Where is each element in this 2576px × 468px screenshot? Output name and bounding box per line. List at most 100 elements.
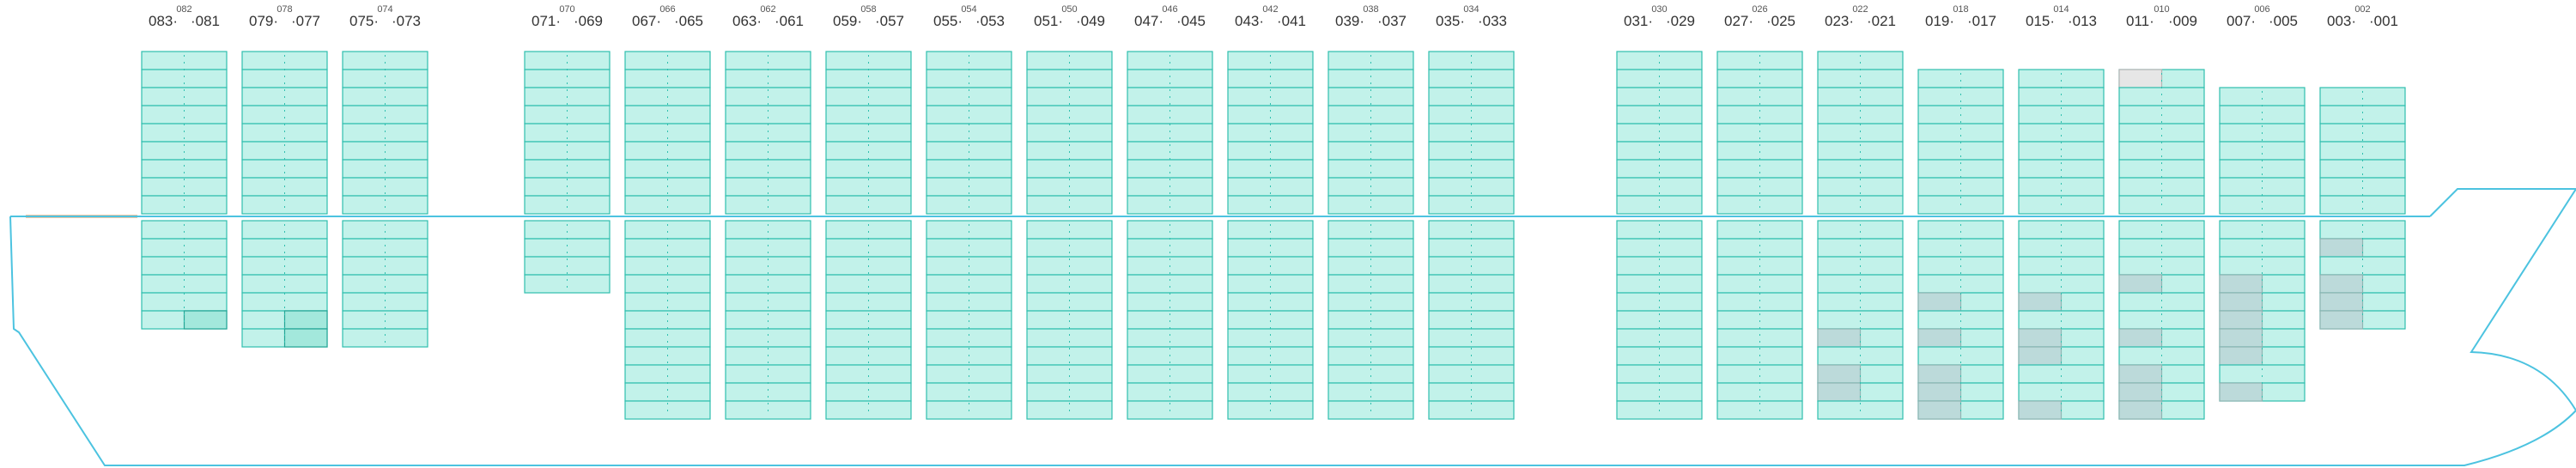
container-slot[interactable] — [2319, 195, 2406, 215]
container-slot[interactable] — [2018, 69, 2105, 88]
container-slot[interactable] — [825, 382, 912, 402]
container-slot[interactable] — [725, 159, 811, 179]
container-slot[interactable] — [2018, 87, 2105, 106]
container-slot[interactable] — [2319, 141, 2406, 161]
container-slot[interactable] — [1716, 238, 1803, 258]
container-slot[interactable] — [725, 195, 811, 215]
container-slot[interactable] — [926, 328, 1012, 348]
container-slot[interactable] — [1327, 364, 1414, 384]
container-slot[interactable] — [2219, 195, 2306, 215]
container-slot[interactable] — [342, 51, 428, 70]
container-slot[interactable] — [524, 238, 611, 258]
container-slot[interactable] — [141, 69, 228, 88]
container-slot[interactable] — [1616, 51, 1703, 70]
container-slot[interactable] — [1026, 382, 1113, 402]
container-slot[interactable] — [1127, 220, 1213, 240]
container-slot[interactable] — [1327, 195, 1414, 215]
container-slot[interactable] — [926, 274, 1012, 294]
container-slot[interactable] — [241, 159, 328, 179]
occupied-slot[interactable] — [1917, 328, 1962, 348]
container-slot[interactable] — [1917, 220, 2004, 240]
container-slot[interactable] — [1616, 69, 1703, 88]
container-slot[interactable] — [1716, 51, 1803, 70]
container-slot[interactable] — [241, 51, 328, 70]
occupied-slot[interactable] — [2018, 292, 2063, 312]
container-slot[interactable] — [725, 364, 811, 384]
container-slot[interactable] — [1327, 69, 1414, 88]
container-slot[interactable] — [1127, 328, 1213, 348]
container-slot[interactable] — [1227, 274, 1314, 294]
container-slot[interactable] — [342, 69, 428, 88]
container-slot[interactable] — [2018, 274, 2105, 294]
occupied-slot[interactable] — [2018, 400, 2063, 420]
container-slot[interactable] — [1327, 159, 1414, 179]
container-slot[interactable] — [624, 195, 711, 215]
container-slot[interactable] — [1127, 69, 1213, 88]
container-slot[interactable] — [624, 382, 711, 402]
container-slot[interactable] — [825, 51, 912, 70]
container-slot[interactable] — [141, 220, 228, 240]
container-slot[interactable] — [342, 274, 428, 294]
container-slot[interactable] — [1026, 328, 1113, 348]
container-slot[interactable] — [1428, 195, 1515, 215]
container-slot[interactable] — [825, 274, 912, 294]
container-slot[interactable] — [1327, 238, 1414, 258]
container-slot[interactable] — [1327, 105, 1414, 125]
container-slot[interactable] — [926, 51, 1012, 70]
occupied-slot[interactable] — [2219, 310, 2263, 330]
container-slot[interactable] — [1616, 328, 1703, 348]
container-slot[interactable] — [1127, 195, 1213, 215]
occupied-slot[interactable] — [2319, 274, 2364, 294]
container-slot[interactable] — [1716, 274, 1803, 294]
container-slot[interactable] — [1327, 328, 1414, 348]
container-slot[interactable] — [725, 274, 811, 294]
container-slot[interactable] — [1716, 382, 1803, 402]
container-slot[interactable] — [624, 364, 711, 384]
container-slot[interactable] — [2219, 364, 2306, 384]
container-slot[interactable] — [1616, 220, 1703, 240]
container-slot[interactable] — [141, 51, 228, 70]
occupied-slot[interactable] — [2118, 69, 2163, 88]
container-slot[interactable] — [1227, 159, 1314, 179]
occupied-slot[interactable] — [283, 310, 328, 330]
container-slot[interactable] — [342, 195, 428, 215]
occupied-slot[interactable] — [2219, 346, 2263, 366]
container-slot[interactable] — [1327, 274, 1414, 294]
container-slot[interactable] — [241, 238, 328, 258]
container-slot[interactable] — [2018, 220, 2105, 240]
container-slot[interactable] — [241, 274, 328, 294]
container-slot[interactable] — [825, 105, 912, 125]
container-slot[interactable] — [2219, 105, 2306, 125]
container-slot[interactable] — [825, 195, 912, 215]
container-slot[interactable] — [926, 69, 1012, 88]
occupied-slot[interactable] — [1917, 292, 1962, 312]
container-slot[interactable] — [2018, 123, 2105, 143]
container-slot[interactable] — [2118, 220, 2205, 240]
container-slot[interactable] — [1026, 51, 1113, 70]
container-slot[interactable] — [825, 238, 912, 258]
occupied-slot[interactable] — [2219, 274, 2263, 294]
container-slot[interactable] — [1026, 364, 1113, 384]
container-slot[interactable] — [624, 69, 711, 88]
container-slot[interactable] — [1817, 220, 1904, 240]
container-slot[interactable] — [1127, 274, 1213, 294]
container-slot[interactable] — [926, 238, 1012, 258]
container-slot[interactable] — [725, 220, 811, 240]
occupied-slot[interactable] — [1817, 382, 1862, 402]
occupied-slot[interactable] — [2118, 364, 2163, 384]
container-slot[interactable] — [1026, 274, 1113, 294]
container-slot[interactable] — [1716, 159, 1803, 179]
container-slot[interactable] — [1716, 105, 1803, 125]
container-slot[interactable] — [1616, 382, 1703, 402]
container-slot[interactable] — [1428, 220, 1515, 240]
container-slot[interactable] — [1327, 382, 1414, 402]
container-slot[interactable] — [1428, 238, 1515, 258]
container-slot[interactable] — [1817, 274, 1904, 294]
container-slot[interactable] — [725, 69, 811, 88]
container-slot[interactable] — [141, 195, 228, 215]
container-slot[interactable] — [1428, 364, 1515, 384]
occupied-slot[interactable] — [2319, 238, 2364, 258]
container-slot[interactable] — [1917, 123, 2004, 143]
container-slot[interactable] — [1428, 159, 1515, 179]
container-slot[interactable] — [141, 274, 228, 294]
